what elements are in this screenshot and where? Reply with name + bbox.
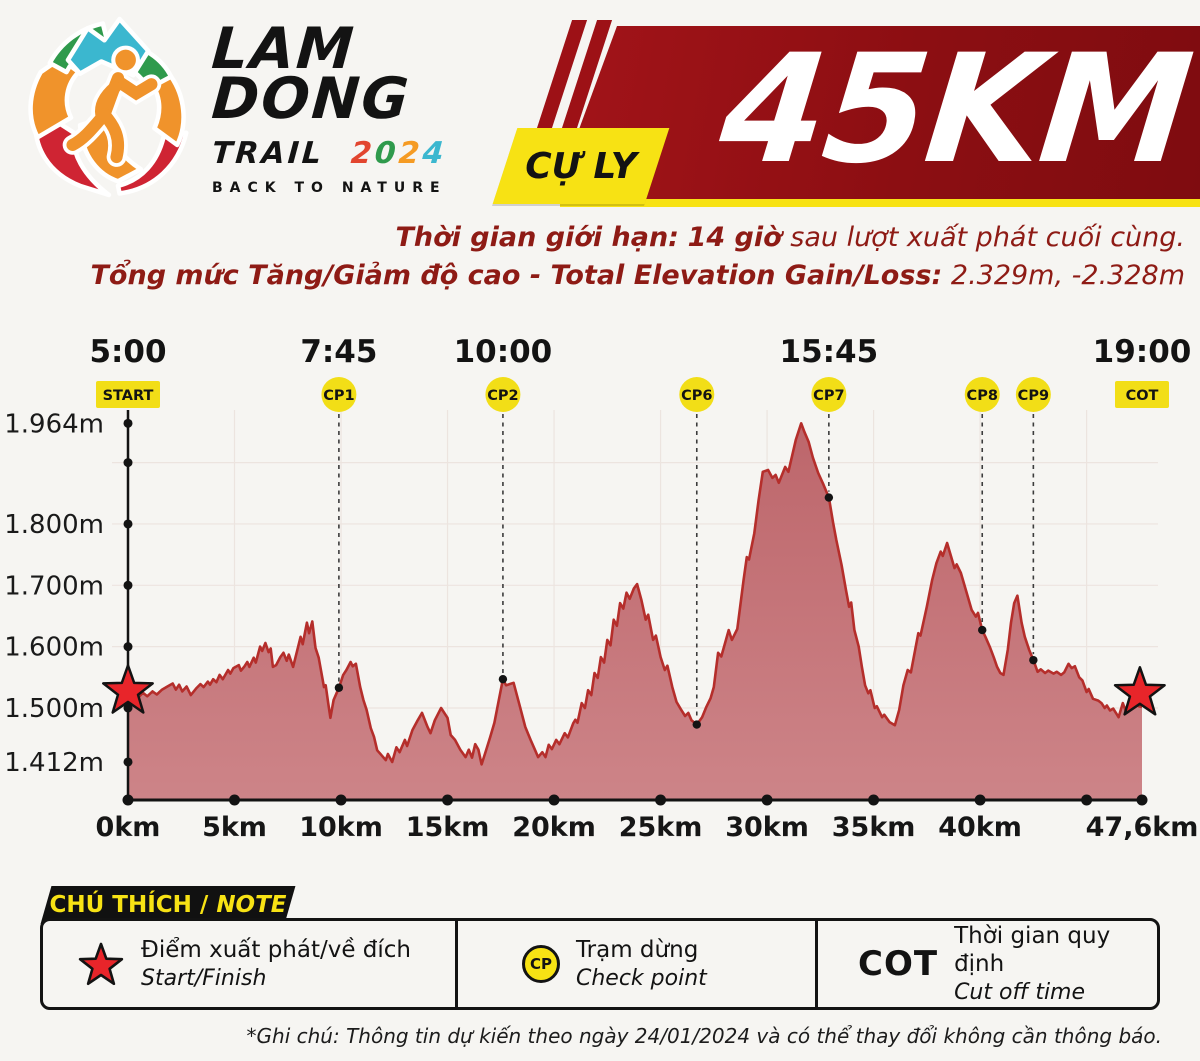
cot-label-icon: COT [858, 944, 939, 984]
svg-text:10:00: 10:00 [454, 334, 553, 370]
svg-text:40km: 40km [938, 812, 1022, 843]
checkpoint-cp2: 10:00 CP2 [454, 334, 553, 684]
y-axis-labels: 1.964m 1.800m 1.700m 1.600m 1.500m 1.412m [4, 409, 104, 778]
checkpoint-cp7: 15:45 CP7 [780, 334, 879, 502]
legend-line-vi: Trạm dừng [576, 936, 699, 963]
svg-text:COT: COT [1126, 388, 1159, 404]
svg-text:0km: 0km [96, 812, 161, 843]
legend-line-vi: Thời gian quy định [954, 922, 1111, 978]
legend-tab-vi: CHÚ THÍCH / [49, 892, 209, 918]
elevation-gain-line: Tổng mức Tăng/Giảm độ cao - Total Elevat… [91, 260, 1186, 291]
legend-text-checkpoint: Trạm dừng Check point [576, 936, 707, 992]
elevation-profile-chart: 0km 5km 10km 15km 20km 25km 30km 35km 40km 47,6km… [4, 334, 1199, 843]
start-line [123, 410, 133, 800]
category-label: CỰ LY [525, 145, 637, 187]
checkpoint-start: 5:00 START [89, 334, 167, 408]
start-star-icon [102, 664, 154, 714]
legend-box: Điểm xuất phát/về đích Start/Finish CP T… [40, 918, 1160, 1010]
svg-text:1.412m: 1.412m [4, 748, 104, 778]
wordmark-line2: DONG [209, 66, 413, 133]
banner-yellow-strip [560, 199, 1200, 207]
trail-text: TRAIL [210, 136, 326, 172]
svg-text:15:45: 15:45 [780, 334, 879, 370]
star-icon [78, 942, 124, 986]
svg-text:19:00: 19:00 [1093, 334, 1192, 370]
svg-text:1.964m: 1.964m [4, 409, 104, 439]
legend-line-vi: Điểm xuất phát/về đích [141, 936, 412, 963]
elevation-area [127, 422, 1143, 800]
svg-text:1.700m: 1.700m [4, 571, 104, 601]
svg-text:CP1: CP1 [323, 388, 354, 404]
svg-text:1.500m: 1.500m [4, 694, 104, 724]
cp-badge-icon: CP [522, 945, 560, 983]
svg-text:25km: 25km [619, 812, 703, 843]
svg-text:CP9: CP9 [1018, 388, 1049, 404]
category-label-box: CỰ LY [492, 128, 670, 204]
time-limit-suffix: sau lượt xuất phát cuối cùng. [790, 222, 1185, 253]
svg-text:CP8: CP8 [967, 388, 998, 404]
svg-text:15km: 15km [406, 812, 490, 843]
svg-text:CP6: CP6 [681, 388, 712, 404]
svg-text:CP7: CP7 [813, 388, 844, 404]
footer-note: *Ghi chú: Thông tin dự kiến theo ngày 24… [246, 1024, 1162, 1048]
svg-text:35km: 35km [832, 812, 916, 843]
wordmark-tagline: BACK TO NATURE [212, 180, 447, 197]
legend-text-start-finish: Điểm xuất phát/về đích Start/Finish [141, 936, 411, 992]
svg-text:20km: 20km [512, 812, 596, 843]
svg-text:5km: 5km [202, 812, 267, 843]
legend-line-en: Cut off time [954, 980, 1086, 1005]
runner-icon [62, 45, 162, 167]
legend-line-en: Start/Finish [141, 965, 267, 991]
svg-text:7:45: 7:45 [300, 334, 377, 370]
checkpoint-cp1: 7:45 CP1 [300, 334, 377, 692]
finish-star-icon [1113, 666, 1166, 716]
svg-text:1.600m: 1.600m [4, 633, 104, 663]
svg-text:30km: 30km [725, 812, 809, 843]
event-logo-emblem-icon [28, 16, 189, 198]
wordmark-trail-year: TRAIL 2024 [211, 136, 483, 171]
svg-text:47,6km: 47,6km [1086, 812, 1199, 843]
svg-text:START: START [103, 388, 154, 404]
legend-item-start-finish: Điểm xuất phát/về đích Start/Finish [43, 921, 455, 1007]
legend-item-cutoff: COT Thời gian quy định Cut off time [815, 921, 1163, 1007]
legend-tab-en: NOTE [216, 892, 287, 918]
legend-text-cutoff: Thời gian quy định Cut off time [954, 922, 1163, 1007]
svg-text:10km: 10km [299, 812, 383, 843]
time-limit-line: Thời gian giới hạn: 14 giờ sau lượt xuất… [395, 222, 1185, 253]
svg-text:1.800m: 1.800m [4, 510, 104, 540]
elevation-gain-value: 2.329m, -2.328m [950, 260, 1185, 291]
checkpoint-cp8: CP8 [964, 377, 1000, 635]
checkpoint-cp9: CP9 [1015, 377, 1051, 665]
time-limit-label: Thời gian giới hạn: [395, 222, 679, 253]
distance-banner: 45KM [553, 26, 1200, 200]
year-digit: 2 [349, 136, 377, 172]
year-digit: 2 [397, 136, 424, 172]
x-axis: 0km 5km 10km 15km 20km 25km 30km 35km 40km 47,6km [96, 794, 1199, 843]
legend-item-checkpoint: CP Trạm dừng Check point [455, 921, 815, 1007]
event-wordmark: LAM DONG TRAIL 2024 BACK TO NATURE [209, 16, 483, 197]
year-digit: 4 [421, 136, 448, 172]
svg-text:CP2: CP2 [487, 388, 518, 404]
time-limit-value: 14 giờ [687, 222, 782, 253]
checkpoint-cp6: CP6 [679, 377, 715, 729]
legend-line-en: Check point [576, 965, 707, 991]
checkpoint-cot: 19:00 COT [1093, 334, 1192, 408]
year-digit: 0 [373, 136, 400, 172]
elevation-gain-label: Tổng mức Tăng/Giảm độ cao - Total Elevat… [90, 260, 943, 291]
svg-text:5:00: 5:00 [89, 334, 166, 370]
distance-value: 45KM [712, 23, 1198, 197]
